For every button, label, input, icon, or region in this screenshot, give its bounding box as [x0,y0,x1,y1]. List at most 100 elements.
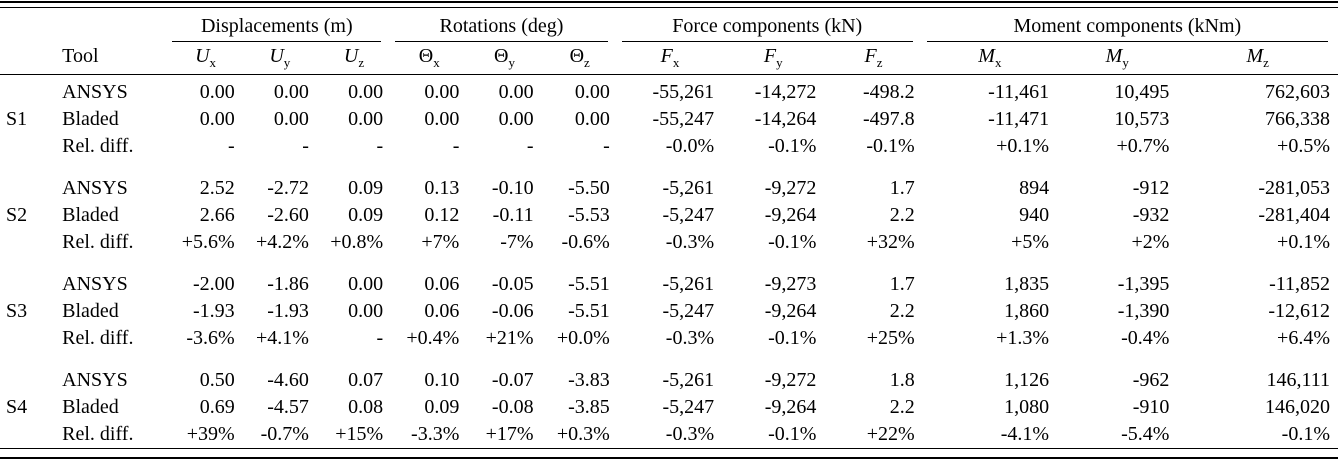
section-label: S3 [6,300,28,322]
column-header-mx: Mx [922,42,1058,75]
cell: 0.07 [348,369,384,391]
cell: +0.8% [330,231,384,253]
cell: +25% [866,327,915,349]
cell: -281,053 [1258,177,1330,199]
section-label: S1 [6,108,28,130]
tool-cell: ANSYS [62,369,128,391]
cell: 1.7 [889,273,915,295]
cell: 0.00 [273,108,309,130]
cell: +7% [421,231,460,253]
cell: -0.10 [491,177,534,199]
group-header-label: Moment components (kNm) [926,15,1328,42]
cell: 0.00 [424,108,460,130]
tool-cell: Rel. diff. [62,231,134,253]
cell: -0.11 [492,204,534,226]
table-bottom-rule [0,448,1338,459]
tool-cell: ANSYS [62,81,128,103]
cell: 0.00 [348,273,384,295]
cell: +4.1% [255,327,309,349]
cell: -497.8 [863,108,915,130]
cell: - [603,135,610,157]
subscript: x [672,54,680,70]
cell: -14,264 [754,108,817,130]
cell: +5% [1011,231,1050,253]
tool-cell: Bladed [62,396,119,418]
cell: 0.12 [424,204,460,226]
cell: -2.72 [267,177,309,199]
cell: -5,247 [662,300,715,322]
cell: 2.2 [889,204,915,226]
cell: -55,261 [652,81,715,103]
cell: -0.1% [768,231,817,253]
table-row: Bladed 0.00 0.00 0.00 0.00 0.00 0.00 -55… [0,106,1338,133]
column-header-uy: Uy [242,42,317,75]
column-header-theta-z: Θz [541,42,618,75]
cell: +6.4% [1277,327,1330,349]
cell: -1,395 [1117,273,1170,295]
spacer-row [0,256,1338,271]
cell: -9,273 [764,273,817,295]
cell: - [228,135,235,157]
cell: -0.06 [491,300,534,322]
cell: 0.00 [498,108,534,130]
cell: 0.00 [498,81,534,103]
cell: -0.08 [491,396,534,418]
subscript: z [584,54,590,70]
cell: -11,471 [988,108,1050,130]
cell: 10,573 [1114,108,1170,130]
column-header-fz: Fz [824,42,923,75]
column-header-my: My [1057,42,1178,75]
symbol: U [195,45,210,67]
cell: -9,264 [764,396,817,418]
cell: +0.3% [556,423,610,445]
cell: -4.1% [1000,423,1050,445]
cell: 0.50 [199,369,235,391]
spacer-row [0,352,1338,367]
cell: -0.07 [491,369,534,391]
symbol: U [343,45,359,67]
cell: 0.13 [424,177,460,199]
cell: -4.57 [267,396,309,418]
group-header-label: Displacements (m) [172,15,382,42]
cell: +39% [186,423,235,445]
cell: -3.6% [186,327,235,349]
tool-cell: ANSYS [62,273,128,295]
cell: -1,390 [1117,300,1170,322]
cell: -0.4% [1121,327,1170,349]
cell: -1.93 [267,300,309,322]
cell: 0.08 [348,396,384,418]
cell: -0.3% [665,423,715,445]
cell: -3.3% [411,423,460,445]
cell: -5.51 [568,300,610,322]
cell: +0.1% [996,135,1050,157]
cell: 2.2 [889,300,915,322]
cell: -11,852 [1269,273,1330,295]
cell: -0.1% [866,135,915,157]
cell: +0.4% [406,327,460,349]
cell: 0.06 [424,273,460,295]
subscript: y [1122,54,1129,70]
tool-cell: Bladed [62,108,119,130]
cell: -0.3% [665,327,715,349]
cell: 1,126 [1004,369,1050,391]
cell: 0.00 [199,81,235,103]
cell: -0.6% [561,231,610,253]
cell: 0.09 [348,204,384,226]
symbol: F [660,45,673,67]
spacer-row [0,160,1338,175]
cell: +17% [485,423,534,445]
tool-cell: Rel. diff. [62,327,134,349]
symbol: Θ [418,45,434,67]
symbol: M [978,45,995,67]
table-row: Rel. diff. +5.6% +4.2% +0.8% +7% -7% -0.… [0,229,1338,256]
empty-corner [0,42,59,75]
group-header-forces: Force components (kN) [618,8,923,42]
tool-cell: Rel. diff. [62,135,134,157]
cell: +0.1% [1277,231,1330,253]
cell: -9,272 [764,369,817,391]
column-header-tool: Tool [58,42,169,75]
cell: +15% [335,423,384,445]
subscript: z [358,54,365,70]
cell: -9,264 [764,204,817,226]
